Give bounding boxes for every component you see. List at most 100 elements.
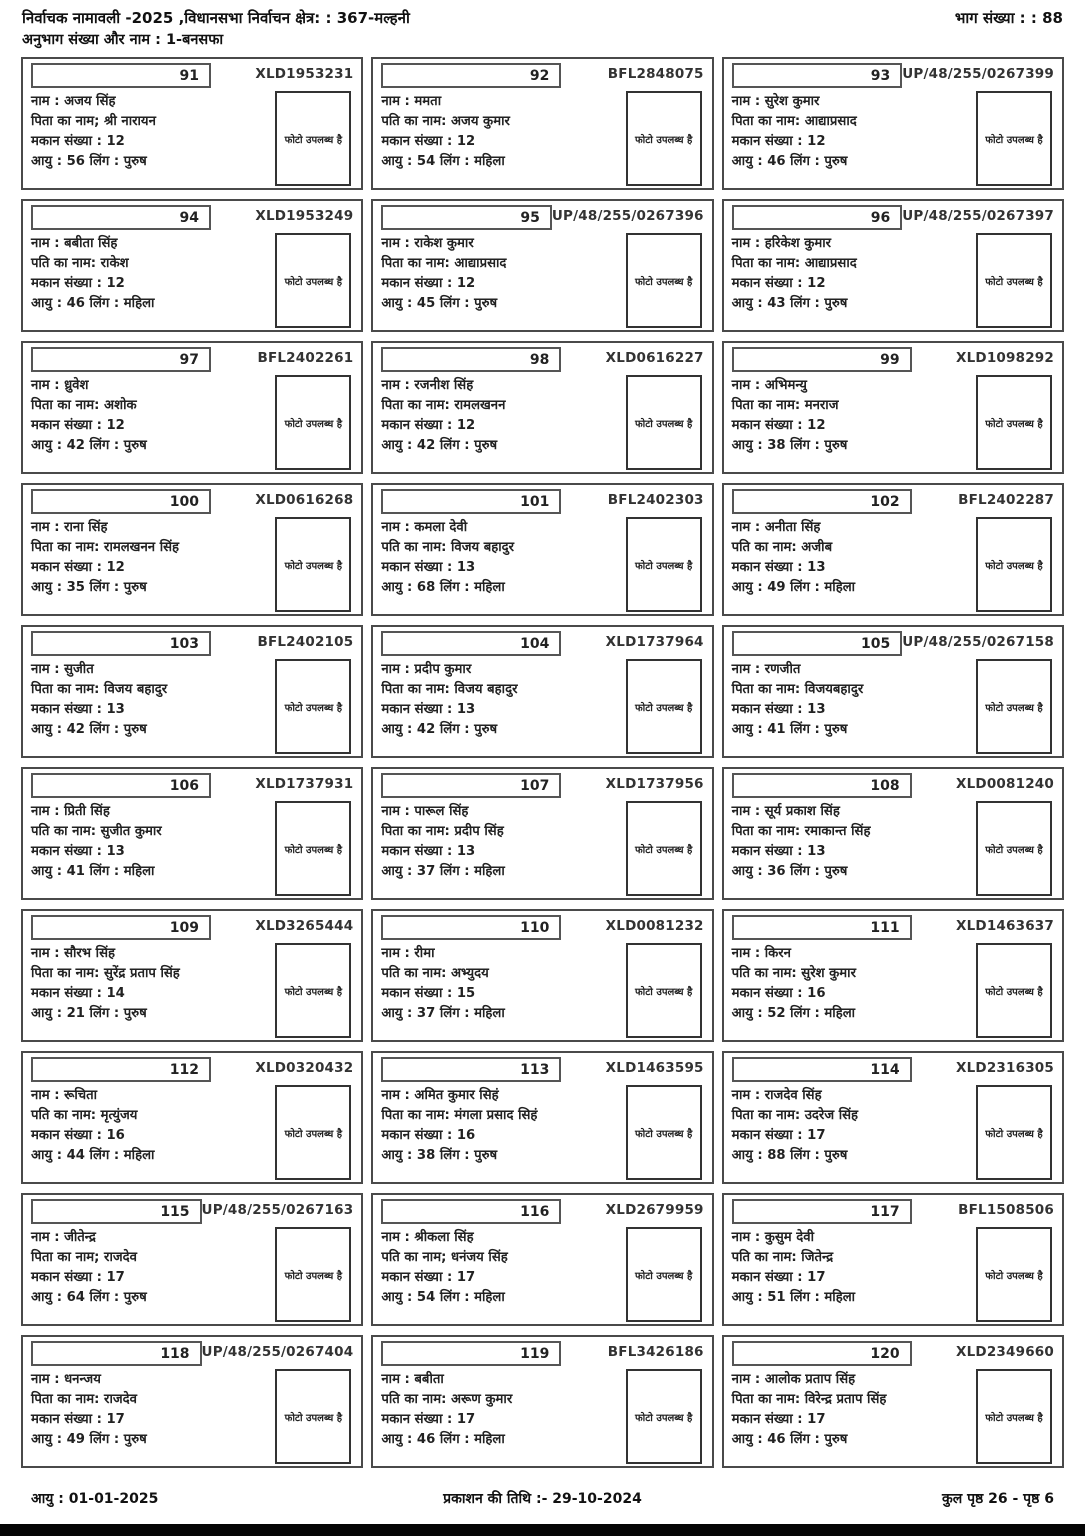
voter-id: XLD2349660 [956, 1344, 1054, 1360]
relation-line: पिता का नाम: रामलखनन [381, 398, 506, 414]
name-line: नाम : आलोक प्रताप सिंह [731, 1372, 856, 1387]
voter-card: 112 XLD0320432 नाम : रूचिता पति का नाम: … [21, 1051, 364, 1184]
house-line: मकान संख्या : 17 [31, 1412, 125, 1428]
name-line: नाम : कमला देवी [381, 520, 468, 535]
age-gender-line: आयु : 37 लिंग : महिला [381, 864, 505, 880]
voter-id: BFL3426186 [607, 1344, 704, 1360]
age-gender-line: आयु : 44 लिंग : महिला [31, 1148, 155, 1164]
voter-id: UP/48/255/0267163 [201, 1202, 354, 1218]
voter-id: XLD3265444 [255, 918, 354, 934]
photo-placeholder-box: फोटो उपलब्ध है [976, 233, 1052, 328]
relation-line: पति का नाम: अजय कुमार [381, 114, 510, 130]
name-line: नाम : ममता [381, 94, 442, 109]
photo-available-label: फोटो उपलब्ध है [985, 134, 1043, 146]
age-gender-line: आयु : 42 लिंग : पुरुष [381, 438, 498, 454]
serial-number-box: 114 [731, 1057, 912, 1082]
photo-placeholder-box: फोटो उपलब्ध है [625, 1227, 702, 1322]
voter-id: XLD1463637 [956, 918, 1054, 934]
serial-number: 102 [870, 493, 900, 510]
age-gender-line: आयु : 49 लिंग : पुरुष [31, 1432, 147, 1448]
name-line: नाम : अमित कुमार सिहं [381, 1088, 499, 1103]
relation-line: पति का नाम: सुरेश कुमार [731, 966, 856, 982]
voter-card: 120 XLD2349660 नाम : आलोक प्रताप सिंह पि… [721, 1335, 1064, 1468]
photo-placeholder-box: फोटो उपलब्ध है [976, 1227, 1052, 1322]
photo-placeholder-box: फोटो उपलब्ध है [976, 91, 1052, 186]
relation-line: पति का नाम: राकेश [31, 256, 129, 272]
voter-details: नाम : प्रिती सिंह पति का नाम: सुजीत कुमा… [31, 801, 275, 896]
name-line: नाम : रजनीश सिंह [381, 378, 474, 393]
house-line: मकान संख्या : 13 [731, 560, 826, 576]
relation-line: पति का नाम: अरूण कुमार [381, 1392, 513, 1408]
serial-number-box: 98 [381, 347, 562, 372]
photo-available-label: फोटो उपलब्ध है [284, 1270, 343, 1282]
voter-id: XLD1463595 [605, 1060, 704, 1076]
age-gender-line: आयु : 42 लिंग : पुरुष [31, 438, 147, 454]
voter-card: 96 UP/48/255/0267397 नाम : हरिकेश कुमार … [721, 199, 1064, 332]
name-line: नाम : जीतेन्द्र [31, 1230, 96, 1245]
photo-available-label: फोटो उपलब्ध है [634, 1412, 693, 1424]
photo-placeholder-box: फोटो उपलब्ध है [275, 375, 352, 470]
photo-available-label: फोटो उपलब्ध है [284, 1412, 343, 1424]
photo-available-label: फोटो उपलब्ध है [985, 276, 1043, 288]
voter-details: नाम : रीमा पति का नाम: अभ्युदय मकान संख्… [381, 943, 625, 1038]
photo-available-label: फोटो उपलब्ध है [985, 1270, 1043, 1282]
name-line: नाम : कुसुम देवी [731, 1230, 815, 1245]
voter-details: नाम : पारूल सिंह पिता का नाम: प्रदीप सिं… [381, 801, 625, 896]
voter-details: नाम : श्रीकला सिंह पति का नाम; धनंजय सिं… [381, 1227, 625, 1322]
voter-card: 117 BFL1508506 नाम : कुसुम देवी पति का न… [721, 1193, 1064, 1326]
voter-card: 102 BFL2402287 नाम : अनीता सिंह पति का न… [721, 483, 1064, 616]
age-gender-line: आयु : 46 लिंग : महिला [31, 296, 155, 312]
photo-available-label: फोटो उपलब्ध है [634, 560, 693, 572]
serial-number-box: 95 [381, 205, 552, 230]
serial-number: 104 [520, 635, 550, 652]
serial-number-box: 111 [731, 915, 912, 940]
serial-number: 91 [179, 67, 199, 84]
voter-details: नाम : ध्रुवेश पिता का नाम: अशोक मकान संख… [31, 375, 275, 470]
part-number: भाग संख्या : : 88 [954, 9, 1063, 27]
age-gender-line: आयु : 54 लिंग : महिला [381, 154, 505, 170]
voter-details: नाम : बबीता सिंह पति का नाम: राकेश मकान … [31, 233, 275, 328]
serial-number-box: 118 [31, 1341, 202, 1366]
age-reference-date: आयु : 01-01-2025 [31, 1491, 159, 1507]
voter-details: नाम : राकेश कुमार पिता का नाम: आद्याप्रस… [381, 233, 625, 328]
voter-id: BFL2402261 [257, 350, 354, 366]
house-line: मकान संख्या : 17 [731, 1128, 826, 1144]
house-line: मकान संख्या : 12 [731, 276, 826, 292]
photo-placeholder-box: फोटो उपलब्ध है [625, 1085, 702, 1180]
photo-available-label: फोटो उपलब्ध है [634, 986, 693, 998]
voter-details: नाम : सुजीत पिता का नाम: विजय बहादुर मका… [31, 659, 275, 754]
voter-card: 108 XLD0081240 नाम : सूर्य प्रकाश सिंह प… [721, 767, 1064, 900]
voter-id: UP/48/255/0267399 [902, 66, 1054, 82]
voter-card: 91 XLD1953231 नाम : अजय सिंह पिता का नाम… [21, 57, 364, 190]
voter-id: XLD0081240 [956, 776, 1054, 792]
relation-line: पिता का नाम: आद्याप्रसाद [381, 256, 507, 272]
voter-card: 118 UP/48/255/0267404 नाम : धनन्जय पिता … [21, 1335, 364, 1468]
photo-placeholder-box: फोटो उपलब्ध है [976, 1369, 1052, 1464]
voter-details: नाम : हरिकेश कुमार पिता का नाम: आद्याप्र… [732, 233, 976, 328]
voter-id: XLD0616227 [605, 350, 704, 366]
serial-number: 105 [860, 635, 891, 652]
house-line: मकान संख्या : 17 [381, 1412, 476, 1428]
serial-number-box: 92 [381, 63, 562, 88]
voter-details: नाम : अभिमन्यु पिता का नाम: मनराज मकान स… [732, 375, 976, 470]
age-gender-line: आयु : 37 लिंग : महिला [381, 1006, 505, 1022]
serial-number-box: 106 [31, 773, 211, 798]
voter-card-grid: 91 XLD1953231 नाम : अजय सिंह पिता का नाम… [0, 53, 1085, 1468]
name-line: नाम : ध्रुवेश [31, 378, 89, 393]
voter-details: नाम : जीतेन्द्र पिता का नाम; राजदेव मकान… [31, 1227, 275, 1322]
voter-details: नाम : रणजीत पिता का नाम: विजयबहादुर मकान… [732, 659, 976, 754]
serial-number-box: 93 [731, 63, 903, 88]
house-line: मकान संख्या : 12 [31, 560, 125, 576]
age-gender-line: आयु : 41 लिंग : महिला [31, 864, 155, 880]
voter-id: XLD2679959 [605, 1202, 704, 1218]
page-footer: प्रकाशन की तिथि :- 29-10-2024 आयु : 01-0… [31, 1489, 1054, 1508]
name-line: नाम : सुजीत [31, 662, 94, 677]
house-line: मकान संख्या : 13 [731, 844, 826, 860]
photo-available-label: फोटो उपलब्ध है [985, 418, 1043, 430]
serial-number-box: 97 [31, 347, 211, 372]
voter-details: नाम : किरन पति का नाम: सुरेश कुमार मकान … [732, 943, 976, 1038]
serial-number: 113 [520, 1061, 550, 1078]
voter-details: नाम : राजदेव सिंह पिता का नाम: उदरेज सिं… [732, 1085, 976, 1180]
age-gender-line: आयु : 51 लिंग : महिला [731, 1290, 856, 1306]
photo-placeholder-box: फोटो उपलब्ध है [976, 517, 1052, 612]
